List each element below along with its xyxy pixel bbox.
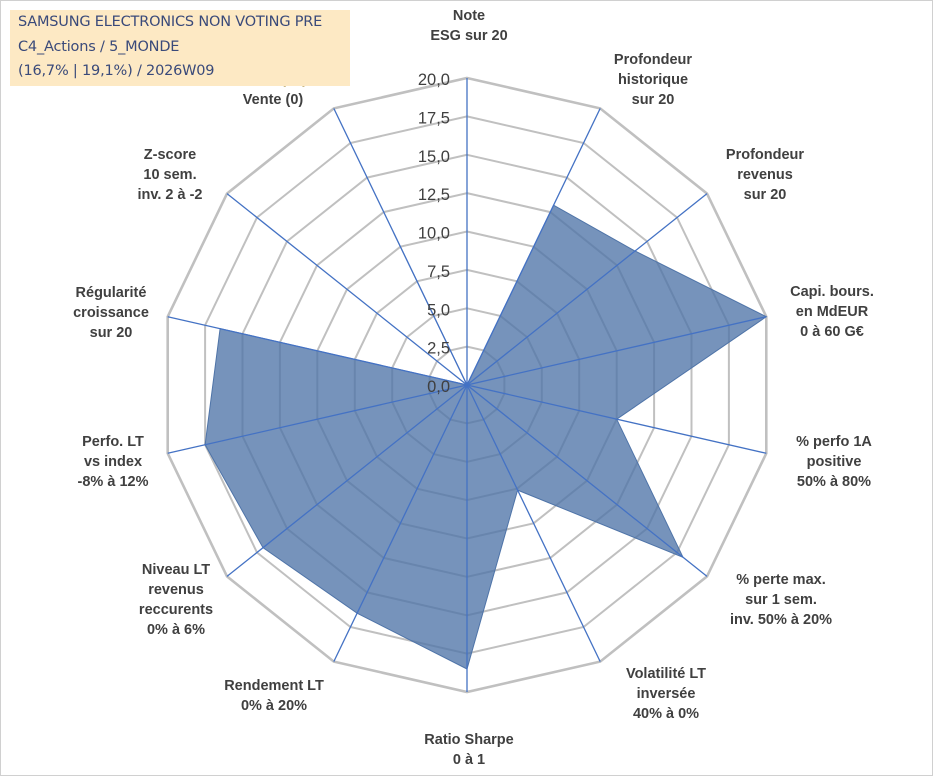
axis-label-1-line-1: historique: [618, 72, 688, 88]
title-line-3: (16,7% | 19,1%) / 2026W09: [18, 63, 215, 79]
axis-label-4-line-2: 50% à 80%: [797, 474, 871, 490]
axis-label-5-line-0: % perte max.: [736, 572, 825, 588]
axis-label-1-line-0: Profondeur: [614, 52, 692, 68]
axis-label-4-line-1: positive: [807, 454, 862, 470]
axis-label-1-line-2: sur 20: [632, 92, 675, 108]
axis-label-8-line-1: 0% à 20%: [241, 698, 307, 714]
radial-tick-label: 2,5: [427, 340, 450, 358]
axis-label-3-line-2: 0 à 60 G€: [800, 324, 864, 340]
chart-title-box: SAMSUNG ELECTRONICS NON VOTING PRE C4_Ac…: [10, 10, 350, 86]
axis-label-2-line-0: Profondeur: [726, 147, 804, 163]
title-line-1: SAMSUNG ELECTRONICS NON VOTING PRE: [18, 14, 323, 30]
axis-label-3-line-0: Capi. bours.: [790, 284, 874, 300]
axis-spoke-5: [466, 384, 708, 577]
axis-label-9-line-2: reccurents: [139, 602, 213, 618]
axis-label-9-line-3: 0% à 6%: [147, 622, 205, 638]
axis-label-10-line-1: vs index: [84, 454, 142, 470]
axis-label-11-line-1: croissance: [73, 305, 149, 321]
axis-label-6-line-1: inversée: [637, 686, 696, 702]
axis-label-9-line-1: revenus: [148, 582, 204, 598]
axis-spoke-6: [466, 384, 601, 662]
axis-spoke-10: [167, 384, 468, 454]
axis-label-6-line-2: 40% à 0%: [633, 706, 699, 722]
radial-tick-label: 15,0: [418, 148, 450, 166]
radial-tick-label: 5,0: [427, 301, 450, 319]
radial-tick-label: 20,0: [418, 71, 450, 89]
axis-spoke-9: [226, 384, 468, 577]
axis-label-3-line-1: en MdEUR: [796, 304, 869, 320]
axis-label-2-line-2: sur 20: [744, 187, 787, 203]
axis-spoke-13: [333, 108, 468, 386]
axis-label-5-line-2: inv. 50% à 20%: [730, 612, 832, 628]
axis-label-11-line-2: sur 20: [90, 325, 133, 341]
radial-tick-label: 10,0: [418, 225, 450, 243]
axis-label-4-line-0: % perfo 1A: [796, 434, 872, 450]
axis-label-12-line-0: Z-score: [144, 147, 196, 163]
axis-spoke-4: [466, 384, 767, 454]
axis-spoke-3: [466, 316, 767, 386]
axis-spoke-11: [167, 316, 468, 386]
axis-label-5-line-1: sur 1 sem.: [745, 592, 817, 608]
title-line-2: C4_Actions / 5_MONDE: [18, 39, 180, 55]
axis-spoke-8: [333, 384, 468, 662]
radial-tick-label: 7,5: [427, 263, 450, 281]
axis-label-8-line-0: Rendement LT: [224, 678, 324, 694]
axis-label-10-line-2: -8% à 12%: [78, 474, 149, 490]
axis-label-7-line-1: 0 à 1: [453, 752, 485, 768]
axis-spoke-1: [466, 108, 601, 386]
axis-spoke-12: [226, 193, 468, 386]
axis-label-12-line-1: 10 sem.: [143, 167, 196, 183]
radial-tick-label: 0,0: [427, 378, 450, 396]
radial-tick-label: 17,5: [418, 109, 450, 127]
axis-label-12-line-2: inv. 2 à -2: [137, 187, 202, 203]
axis-spoke-2: [466, 193, 708, 386]
axis-label-0-line-1: ESG sur 20: [430, 28, 507, 44]
axis-label-7-line-0: Ratio Sharpe: [424, 732, 513, 748]
radial-tick-label: 12,5: [418, 186, 450, 204]
axis-label-2-line-1: revenus: [737, 167, 793, 183]
axis-label-9-line-0: Niveau LT: [142, 562, 210, 578]
axis-label-11-line-0: Régularité: [76, 285, 147, 301]
axis-label-13-line-2: Vente (0): [243, 92, 304, 108]
axis-label-10-line-0: Perfo. LT: [82, 434, 144, 450]
axis-label-0-line-0: Note: [453, 8, 485, 24]
axis-label-6-line-0: Volatilité LT: [626, 666, 706, 682]
